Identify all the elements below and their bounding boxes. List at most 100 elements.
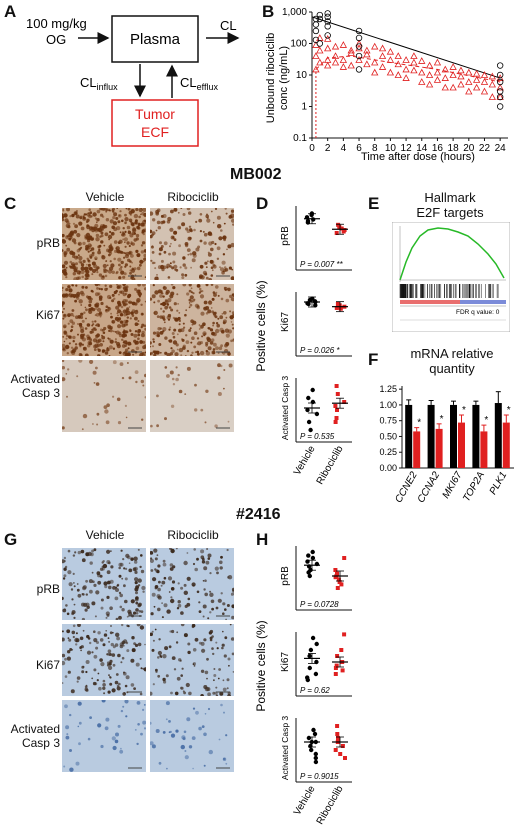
b-plasma-point [355, 52, 363, 60]
h-ribociclib-point [333, 672, 338, 676]
b-tumor-point [425, 80, 434, 88]
h-ribociclib-point [335, 724, 340, 728]
b-tumor-point [472, 69, 481, 77]
b-plasma-point [312, 36, 320, 44]
b-xtick-label: 16 [432, 143, 444, 154]
b-tumor-point [465, 87, 473, 95]
d-ribociclib-point [335, 392, 340, 396]
d-ribociclib-point [337, 225, 342, 229]
h-vehicle-point [310, 549, 315, 555]
b-plasma-point [496, 93, 504, 101]
d-vehicle-point [307, 297, 313, 303]
g-col-vehicle: Vehicle [85, 528, 125, 542]
c-ki67-vehicle-image [62, 284, 146, 356]
b-tumor-point [363, 46, 371, 54]
b-tumor-point [441, 83, 449, 91]
b-tumor-point [410, 52, 418, 59]
gsea-enrichment-plot: FDR q value: 0 [392, 222, 510, 332]
f-ytick-label: 1.25 [379, 384, 397, 394]
panel-b-letter: B [262, 2, 275, 21]
b-tumor-point [402, 65, 410, 73]
h-p-value: P = 0.9015 [300, 772, 339, 781]
e-title: Hallmark E2F targets [416, 190, 484, 220]
d-category-label: Vehicle [292, 444, 318, 478]
b-tumor-point [402, 74, 410, 81]
b-tumor-point [324, 56, 332, 63]
d-ribociclib-point [339, 226, 344, 231]
b-tumor-point [331, 58, 340, 66]
b-tumor-point [449, 83, 457, 91]
b-tumor-point [465, 68, 473, 76]
panel-g-letter: G [4, 530, 18, 549]
b-tumor-point [433, 76, 442, 83]
b-tumor-point [472, 76, 481, 83]
f-bar [472, 404, 480, 468]
f-bar [450, 404, 457, 468]
f-bar [480, 431, 488, 468]
g-casp3-vehicle-image [62, 700, 146, 772]
b-xtick-label: 10 [385, 143, 397, 154]
b-plasma-point [316, 11, 324, 19]
tumor-label-1: Tumor [135, 106, 175, 122]
b-tumor-point [378, 44, 387, 52]
b-tumor-point [480, 78, 489, 85]
h-vehicle-point [312, 731, 318, 737]
f-significance-mark: * [507, 405, 511, 416]
h-ribociclib-point [336, 577, 341, 582]
mrna-bar-chart: 0.000.250.500.751.001.25*CCNE2*CCNA2*MKI… [379, 384, 514, 505]
f-significance-mark: * [417, 418, 421, 429]
b-fit-tumor-line [315, 55, 501, 83]
f-bar [405, 404, 413, 468]
b-xtick-label: 24 [495, 143, 507, 154]
h-ribociclib-point [340, 744, 345, 748]
b-tumor-point [449, 71, 457, 78]
d-p-value: P = 0.535 [300, 432, 335, 441]
b-tumor-point [418, 68, 426, 76]
g-prb-vehicle-image [62, 548, 146, 620]
b-xtick-label: 20 [463, 143, 475, 154]
b-tumor-point [355, 56, 363, 63]
b-tumor-point [386, 47, 395, 55]
b-xtick-label: 0 [309, 143, 315, 154]
b-tumor-point [386, 68, 395, 76]
b-tumor-point [457, 80, 465, 88]
d-vehicle-point [308, 427, 313, 433]
d-vehicle-point [305, 407, 310, 413]
h-vehicle-point [313, 751, 318, 757]
g-row-prb: pRB [36, 582, 60, 596]
c-prb-ribociclib-image [150, 208, 234, 280]
b-tumor-point [488, 72, 496, 80]
dose-text-2: OG [46, 32, 66, 47]
g-casp3-ribociclib-image [150, 700, 234, 772]
b-tumor-point [441, 74, 449, 81]
b-ylabel-1: Unbound ribociclib [265, 33, 277, 124]
f-bar [458, 422, 465, 468]
f-bar [494, 403, 502, 468]
b-plasma-point [496, 71, 504, 79]
b-tumor-point [425, 61, 434, 69]
b-tumor-point [402, 56, 410, 63]
f-ytick-label: 0.50 [379, 431, 397, 441]
h-ribociclib-point [338, 752, 343, 756]
h-ribociclib-point [333, 568, 338, 572]
c-prb-vehicle-image [62, 208, 146, 280]
b-tumor-point [316, 58, 324, 66]
h-ribociclib-point [333, 575, 338, 580]
b-tumor-point [312, 65, 320, 73]
b-plasma-point [355, 43, 363, 50]
b-plasma-point [496, 103, 504, 110]
b-tumor-point [410, 66, 418, 74]
b-tumor-point [371, 68, 379, 76]
panel-f-letter: F [368, 350, 379, 369]
h-vehicle-point [307, 573, 312, 579]
plasma-box [111, 15, 199, 63]
b-xtick-label: 22 [479, 143, 491, 154]
b-tumor-point [339, 56, 348, 63]
f-category-label: PLK1 [488, 470, 510, 497]
h-p-value: P = 0.62 [300, 686, 330, 695]
b-plasma-point [312, 21, 320, 28]
b-xtick-label: 6 [356, 143, 362, 154]
d-category-label: Ribociclib [315, 444, 346, 486]
b-tumor-point [457, 66, 465, 74]
b-tumor-point [425, 71, 434, 78]
